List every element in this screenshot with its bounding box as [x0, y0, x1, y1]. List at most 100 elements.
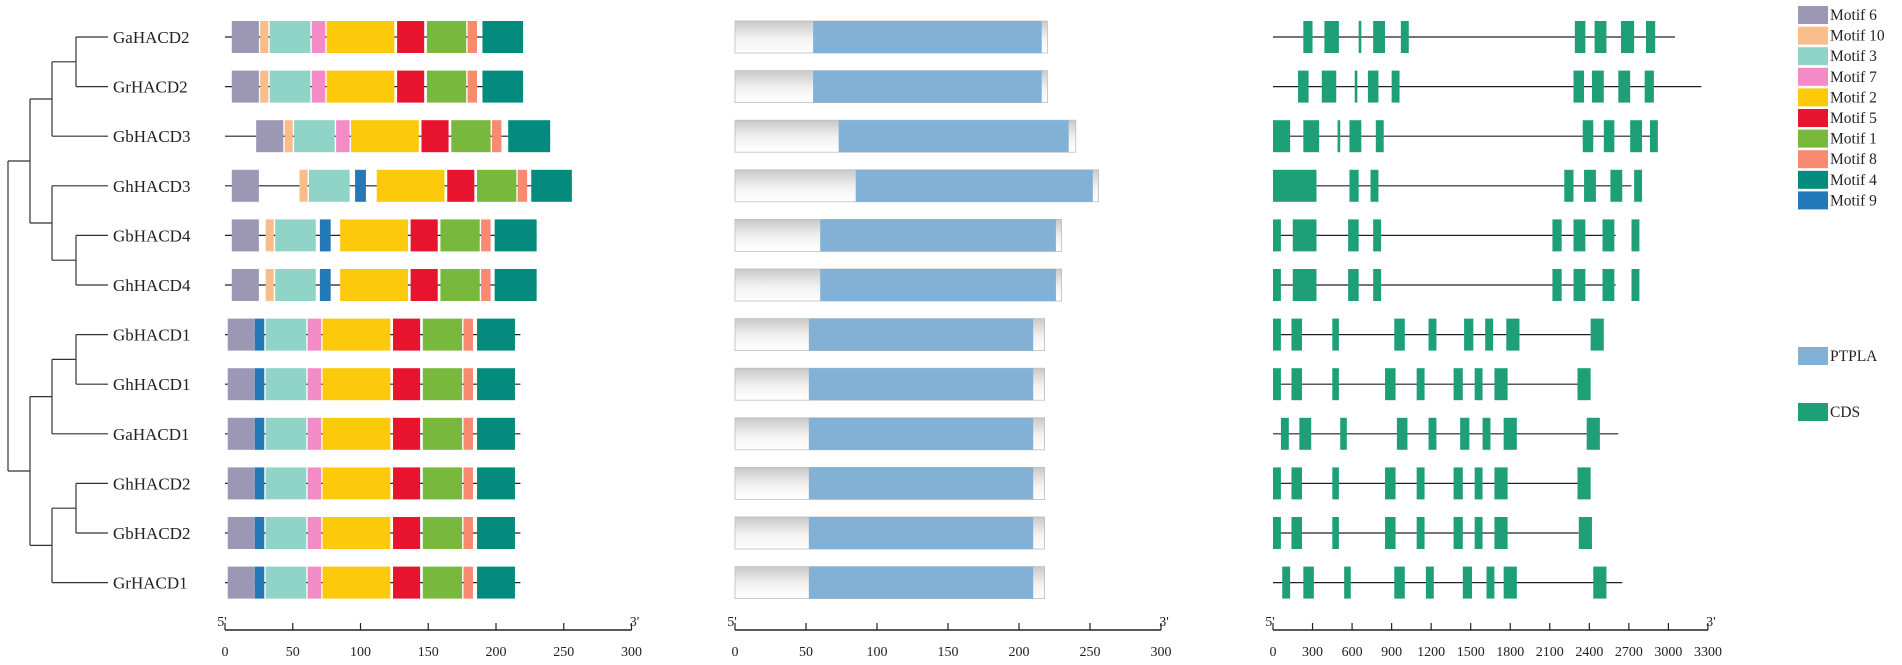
- cds-block: [1577, 467, 1591, 500]
- motif-block: [494, 219, 537, 252]
- structure-axis: 0 300 600 900 1200 1500 1800 2100 2400 2700 3000 33…: [1265, 615, 1722, 660]
- cds-block: [1577, 368, 1591, 401]
- legend-label: Motif 6: [1830, 7, 1877, 24]
- cds-block: [1394, 318, 1405, 351]
- cds-block: [1482, 417, 1491, 450]
- axis-tick-label: 1500: [1457, 645, 1485, 660]
- cds-block: [1282, 566, 1291, 599]
- cds-block: [1603, 120, 1615, 153]
- cds-block: [1428, 318, 1437, 351]
- motif-block: [299, 169, 308, 202]
- cds-block: [1280, 417, 1289, 450]
- motif-block: [322, 467, 391, 500]
- motif-block: [393, 517, 421, 549]
- motif-block: [319, 269, 331, 301]
- motif-block: [393, 368, 421, 401]
- axis-start-label: 5': [1265, 615, 1275, 630]
- cds-block: [1591, 70, 1604, 103]
- cds-block: [1344, 566, 1351, 599]
- motif-block: [517, 169, 528, 202]
- motif-block: [482, 70, 524, 103]
- gene-labels: GaHACD2 GrHACD2 GbHACD3 GhHACD3 GbHACD4 GhHAC…: [113, 28, 191, 593]
- cds-block: [1474, 368, 1483, 401]
- motif-block: [231, 219, 259, 252]
- cds-block: [1416, 368, 1425, 401]
- gene-label: GrHACD1: [113, 574, 188, 593]
- axis-tick-label: 100: [350, 645, 371, 660]
- cds-block: [1273, 368, 1281, 401]
- ptpla-domain: [808, 417, 1034, 450]
- axis-tick-label: 2400: [1575, 645, 1603, 660]
- motif-block: [231, 21, 259, 53]
- motif-block: [340, 269, 408, 301]
- legend-label-cds: CDS: [1830, 404, 1860, 421]
- motif-block: [269, 70, 311, 103]
- cds-block: [1291, 467, 1302, 500]
- cds-block: [1416, 517, 1425, 549]
- motif-block: [254, 517, 265, 549]
- legend-label: Motif 3: [1830, 48, 1877, 65]
- legend-label-ptpla: PTPLA: [1830, 348, 1878, 365]
- motif-block: [355, 169, 366, 202]
- ptpla-domain: [813, 21, 1042, 53]
- motif-block: [307, 566, 322, 599]
- legend-label: Motif 1: [1830, 131, 1877, 148]
- ptpla-domain: [838, 120, 1069, 153]
- motif-block: [319, 219, 331, 252]
- motif-block: [254, 467, 265, 500]
- cds-block: [1573, 219, 1586, 252]
- cds-block: [1574, 21, 1586, 53]
- motif-block: [227, 517, 255, 549]
- cds-block: [1610, 169, 1623, 202]
- cds-block: [1602, 269, 1615, 301]
- motif-block: [393, 417, 421, 450]
- axis-end-label: 3': [630, 615, 640, 630]
- motif-block: [311, 21, 326, 53]
- motif-block: [307, 517, 322, 549]
- cds-block: [1396, 417, 1408, 450]
- cds-block: [1298, 70, 1309, 103]
- motif-block: [463, 517, 473, 549]
- motif-block: [481, 269, 491, 301]
- motif-block: [311, 70, 326, 103]
- cds-block: [1391, 70, 1400, 103]
- legend-swatch: [1798, 26, 1828, 45]
- motif-block: [351, 120, 419, 153]
- cds-block: [1582, 120, 1594, 153]
- cds-block: [1332, 467, 1339, 500]
- legend-label: Motif 9: [1830, 192, 1877, 209]
- motif-block: [477, 467, 515, 500]
- cds-block: [1332, 517, 1339, 549]
- motif-block: [322, 368, 391, 401]
- axis-tick-label: 3000: [1654, 645, 1682, 660]
- motif-block: [397, 70, 425, 103]
- motif-block: [265, 566, 307, 599]
- ptpla-domain: [808, 368, 1034, 401]
- legend-label: Motif 4: [1830, 172, 1877, 189]
- axis-tick-label: 250: [1080, 645, 1101, 660]
- cds-block: [1291, 368, 1302, 401]
- motif-block: [307, 467, 322, 500]
- motif-block: [254, 368, 265, 401]
- legend-swatch: [1798, 47, 1828, 66]
- cds-block: [1453, 368, 1463, 401]
- axis-tick-label: 300: [621, 645, 642, 660]
- motif-block: [309, 169, 350, 202]
- cds-block: [1299, 417, 1312, 450]
- motif-block: [477, 417, 515, 450]
- motif-block: [265, 318, 307, 351]
- cds-block: [1584, 169, 1596, 202]
- motif-block: [451, 120, 491, 153]
- legend-label: Motif 8: [1830, 151, 1877, 168]
- legend-swatch: [1798, 191, 1828, 210]
- motif-block: [265, 417, 307, 450]
- motif-block: [260, 70, 269, 103]
- axis-tick-label: 150: [938, 645, 959, 660]
- legend-swatch-cds: [1798, 403, 1828, 421]
- motif-block: [393, 467, 421, 500]
- motif-block: [227, 566, 255, 599]
- cds-block: [1593, 566, 1607, 599]
- cds-block: [1340, 417, 1347, 450]
- cds-block: [1292, 219, 1317, 252]
